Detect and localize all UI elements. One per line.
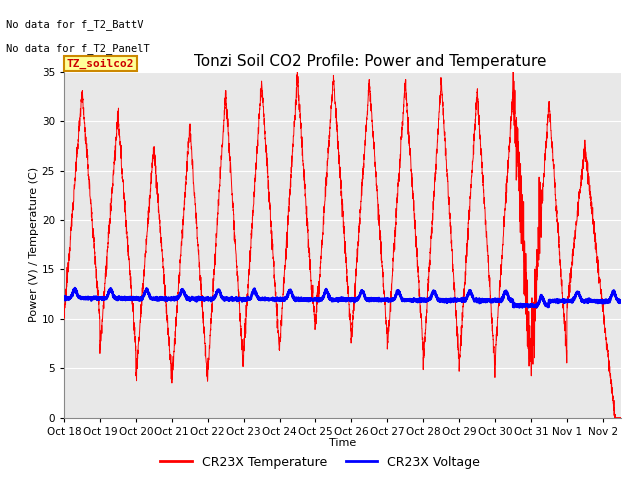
- Text: No data for f_T2_BattV: No data for f_T2_BattV: [6, 19, 144, 30]
- Title: Tonzi Soil CO2 Profile: Power and Temperature: Tonzi Soil CO2 Profile: Power and Temper…: [194, 54, 547, 70]
- Text: No data for f_T2_PanelT: No data for f_T2_PanelT: [6, 43, 150, 54]
- Legend: CR23X Temperature, CR23X Voltage: CR23X Temperature, CR23X Voltage: [156, 451, 484, 474]
- Text: TZ_soilco2: TZ_soilco2: [67, 58, 134, 69]
- Y-axis label: Power (V) / Temperature (C): Power (V) / Temperature (C): [29, 167, 39, 323]
- X-axis label: Time: Time: [329, 438, 356, 448]
